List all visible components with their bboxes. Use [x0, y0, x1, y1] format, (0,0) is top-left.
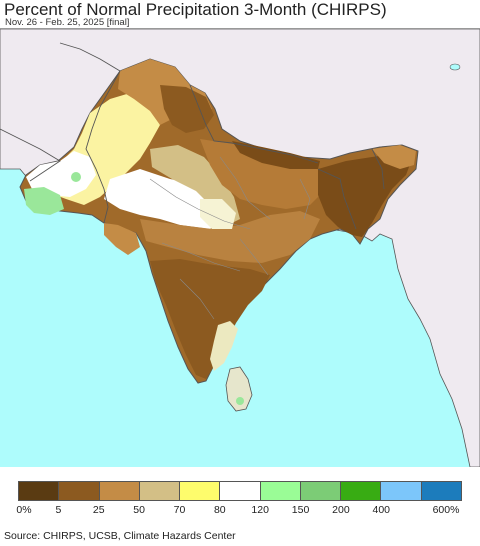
sindh-coast-region: [24, 187, 64, 215]
legend-swatch: [139, 482, 181, 500]
legend-tick-label: 120: [251, 504, 269, 516]
lake-feature: [449, 63, 461, 71]
legend-colorbar: [18, 481, 462, 501]
sri-lanka-region: [225, 366, 253, 412]
balochistan-region: [26, 151, 96, 197]
precipitation-map: [0, 28, 480, 467]
peninsula-region: [150, 259, 270, 379]
gujarat-region: [104, 223, 140, 255]
legend-tick-label: 150: [291, 504, 310, 516]
legend-tick-label: 50: [133, 504, 145, 516]
legend-tick-label: 5: [55, 504, 62, 516]
legend-swatch: [220, 482, 261, 500]
legend-ticks: 0% 5 25 50 70 80 120 150 200 400 600%: [0, 504, 480, 518]
legend-tick-label: 25: [92, 504, 105, 516]
map-subtitle: Nov. 26 - Feb. 25, 2025 [final]: [5, 17, 130, 28]
legend-tick-label: 70: [173, 504, 186, 516]
southeast-coast-region: [210, 321, 238, 371]
legend-swatch: [300, 482, 342, 500]
gangetic-plain-region: [200, 139, 326, 209]
legend-tick-label: 200: [332, 504, 350, 516]
legend-tick-label: 600%: [432, 504, 460, 516]
thar-desert-region: [104, 169, 226, 229]
state-borders: [149, 156, 311, 320]
legend-tick-label: 80: [213, 504, 226, 516]
legend-swatch: [381, 482, 422, 500]
legend-tick-label: 0%: [16, 504, 32, 516]
nepal-region: [232, 141, 320, 169]
legend-tick-label: 400: [372, 504, 391, 516]
source-credit: Source: CHIRPS, UCSB, Climate Hazards Ce…: [4, 530, 236, 542]
legend-swatch: [99, 482, 140, 500]
national-borders: [0, 42, 385, 230]
sri-lanka-green: [236, 397, 244, 405]
legend-swatch: [421, 482, 461, 500]
legend-swatch: [260, 482, 301, 500]
ne-highlands: [372, 145, 416, 169]
kashmir-region: [160, 85, 214, 133]
legend-swatch: [341, 482, 382, 500]
central-india-region: [140, 211, 320, 263]
central-light: [200, 199, 236, 229]
map-title: Percent of Normal Precipitation 3-Month …: [4, 0, 387, 19]
legend-swatch: [59, 482, 100, 500]
bangladesh-ne-region: [318, 153, 412, 237]
green-patch: [71, 172, 81, 182]
legend-swatch: [19, 482, 60, 500]
legend-swatch: [180, 482, 221, 500]
